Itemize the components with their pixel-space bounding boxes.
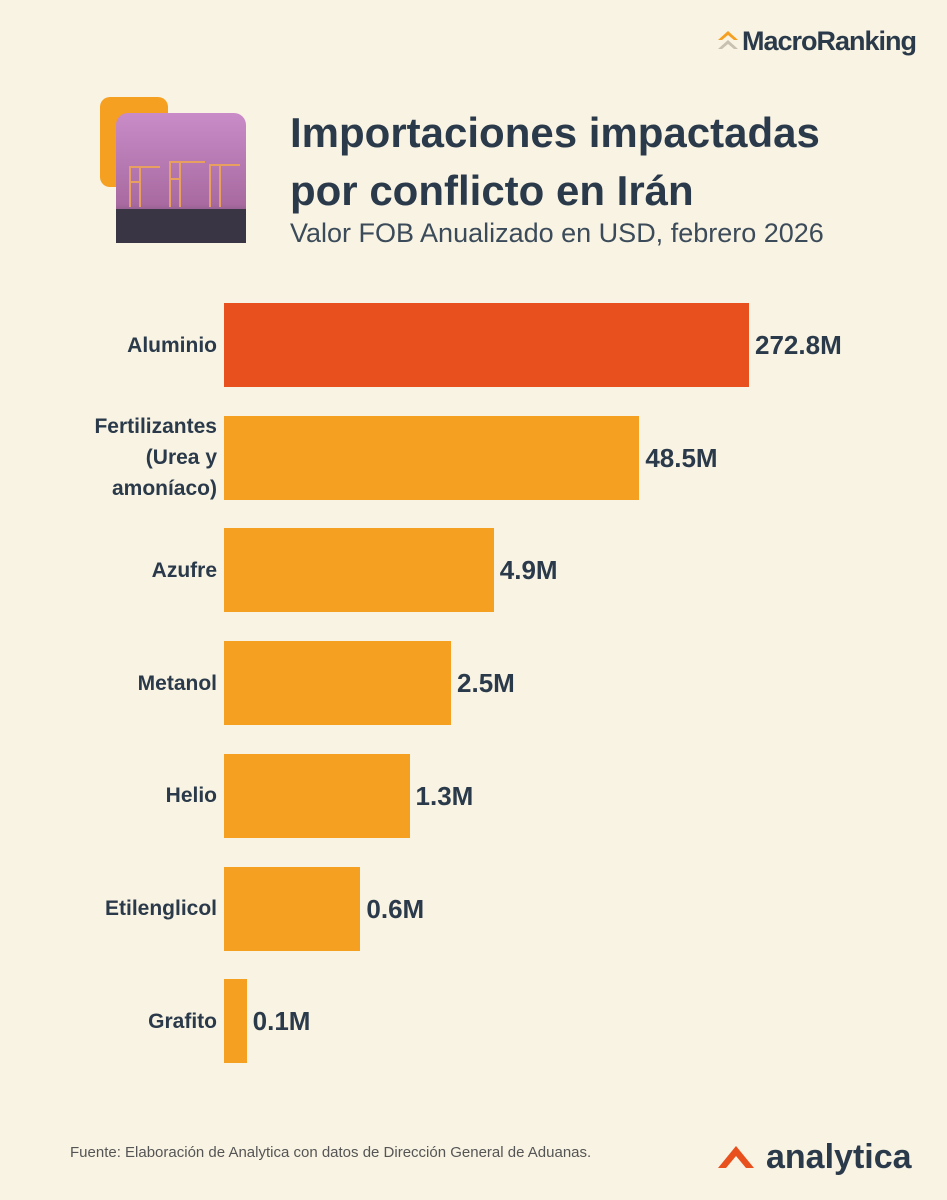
bar [224, 303, 749, 387]
bar [224, 979, 247, 1064]
category-label: Grafito [148, 1009, 217, 1033]
category-label: Etilenglicol [104, 897, 217, 920]
value-label: 272.8M [755, 330, 842, 360]
brand-top-icon [718, 31, 738, 49]
bar [224, 528, 494, 613]
title-image [100, 97, 246, 243]
bar [224, 641, 452, 726]
category-label: Azufre [151, 558, 217, 582]
chart-title: Importaciones impactadas por conflicto e… [290, 109, 820, 214]
category-label: Helio [165, 784, 217, 808]
bar [224, 415, 640, 500]
category-label: Aluminio [127, 333, 217, 357]
value-label: 48.5M [645, 442, 718, 473]
value-label: 2.5M [457, 668, 515, 699]
category-label: Metanol [137, 671, 217, 695]
brand-bottom-icon [718, 1146, 754, 1168]
brand-top: MacroRanking [742, 26, 917, 56]
value-label: 4.9M [499, 555, 558, 586]
chart-subtitle: Valor FOB Anualizado en USD, febrero 202… [290, 218, 824, 248]
value-label: 0.6M [366, 893, 425, 924]
value-label: 1.3M [415, 780, 474, 811]
value-label: 0.1M [252, 1006, 311, 1037]
bar [224, 753, 410, 838]
source-note: Fuente: Elaboración de Analytica con dat… [70, 1144, 592, 1161]
category-label: Fertilizantes (Urea y amoníaco) [94, 415, 217, 501]
bar [224, 866, 361, 951]
brand-bottom: analytica [766, 1138, 912, 1176]
